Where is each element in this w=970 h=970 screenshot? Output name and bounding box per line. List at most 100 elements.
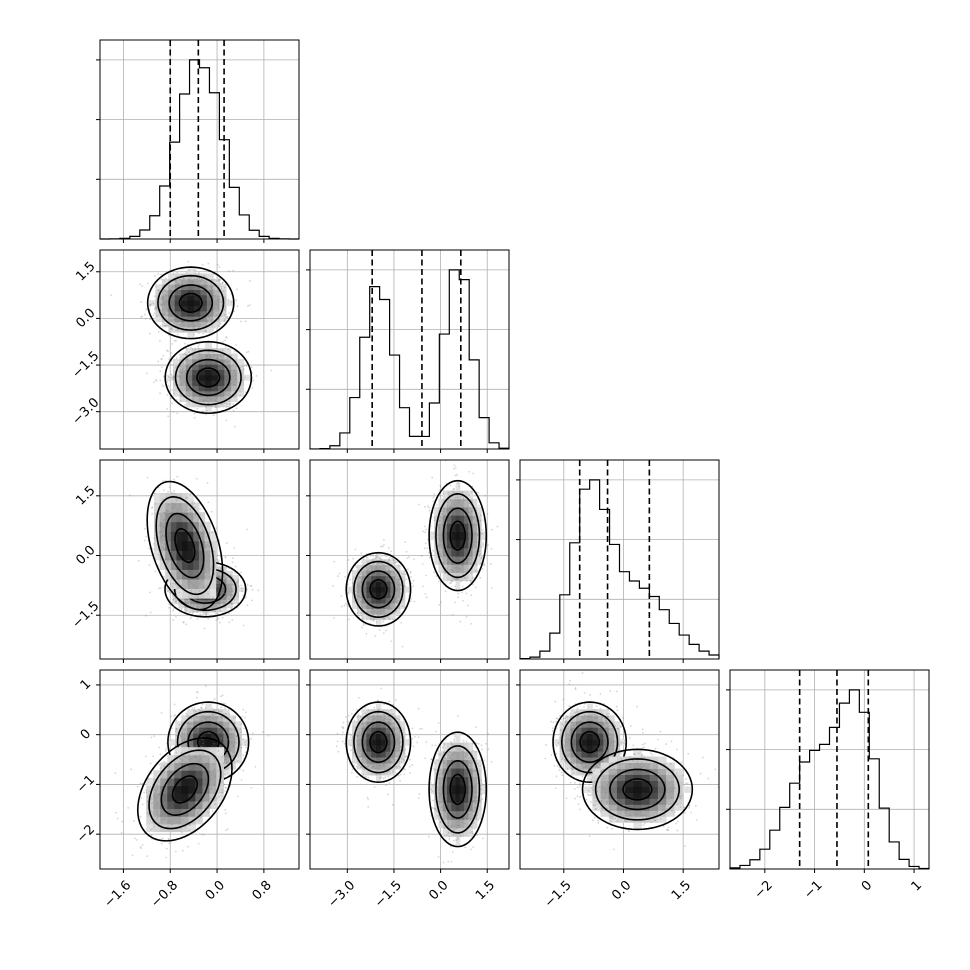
density-cell bbox=[153, 540, 161, 551]
sample-point bbox=[213, 757, 216, 760]
sample-point bbox=[358, 752, 361, 754]
sample-point bbox=[223, 707, 226, 710]
sample-point bbox=[382, 719, 385, 721]
sample-point bbox=[193, 610, 196, 613]
density-cell bbox=[438, 759, 444, 769]
density-cell bbox=[442, 506, 448, 516]
sample-point bbox=[187, 326, 190, 329]
sample-point bbox=[373, 718, 375, 721]
sample-point bbox=[375, 554, 377, 557]
sample-point bbox=[215, 720, 217, 723]
density-cell bbox=[223, 727, 230, 734]
density-cell bbox=[169, 739, 176, 746]
sample-point bbox=[144, 755, 147, 758]
sample-point bbox=[196, 811, 199, 814]
sample-point bbox=[267, 734, 270, 737]
density-cell bbox=[179, 374, 187, 381]
sample-point bbox=[171, 329, 173, 331]
sample-point bbox=[353, 752, 355, 755]
sample-point bbox=[202, 332, 205, 335]
sample-point bbox=[446, 813, 449, 815]
density-cell bbox=[352, 575, 358, 582]
density-cell bbox=[217, 385, 225, 392]
density-cell bbox=[153, 808, 161, 817]
density-cell bbox=[592, 715, 599, 722]
sample-point bbox=[440, 601, 442, 604]
sample-point bbox=[468, 507, 471, 509]
density-cell bbox=[198, 531, 206, 542]
sample-point bbox=[605, 721, 607, 724]
sample-point bbox=[175, 279, 177, 282]
density-cell bbox=[361, 751, 367, 758]
sample-point bbox=[363, 728, 365, 731]
sample-point bbox=[619, 766, 622, 769]
density-cell bbox=[559, 739, 566, 746]
sample-point bbox=[173, 339, 176, 342]
density-cell bbox=[434, 515, 440, 524]
sample-point bbox=[186, 358, 189, 360]
sample-point bbox=[471, 812, 473, 815]
sample-point bbox=[226, 591, 228, 594]
sample-point bbox=[226, 729, 229, 732]
sample-point bbox=[442, 561, 445, 564]
density-cell bbox=[376, 570, 382, 577]
sample-point bbox=[643, 822, 646, 825]
sample-point bbox=[431, 744, 434, 747]
density-cell bbox=[649, 786, 659, 793]
density-cell bbox=[181, 816, 189, 825]
sample-point bbox=[438, 768, 441, 771]
density-cell bbox=[361, 757, 367, 764]
sample-point bbox=[563, 758, 566, 761]
sample-point bbox=[373, 764, 375, 767]
sample-point bbox=[232, 602, 234, 605]
density-cell bbox=[616, 780, 626, 787]
sample-point bbox=[167, 510, 170, 512]
sample-point bbox=[156, 787, 159, 790]
sample-point bbox=[227, 360, 229, 363]
sample-point bbox=[593, 708, 596, 711]
sample-point bbox=[209, 555, 211, 557]
density-cell bbox=[455, 819, 461, 829]
density-cell bbox=[187, 512, 194, 523]
sample-point bbox=[656, 811, 658, 814]
sample-point bbox=[205, 715, 208, 718]
sample-point bbox=[471, 803, 474, 805]
sample-point bbox=[242, 769, 245, 772]
sample-point bbox=[555, 717, 558, 720]
sample-point bbox=[355, 587, 358, 590]
sample-point bbox=[566, 720, 568, 723]
sample-point bbox=[453, 752, 455, 755]
density-cell bbox=[193, 715, 200, 722]
sample-point bbox=[471, 807, 474, 810]
sample-point bbox=[564, 759, 567, 762]
density-cell bbox=[153, 793, 161, 802]
sample-point bbox=[222, 598, 224, 600]
sample-point bbox=[236, 581, 239, 584]
sample-point bbox=[405, 755, 407, 758]
sample-point bbox=[215, 397, 218, 399]
sample-point bbox=[175, 339, 177, 342]
density-cell bbox=[376, 763, 382, 770]
sample-point bbox=[244, 716, 247, 719]
density-cell bbox=[366, 727, 372, 734]
sample-point bbox=[207, 402, 210, 405]
sample-point bbox=[638, 752, 640, 755]
sample-point bbox=[356, 598, 359, 601]
density-cell bbox=[226, 579, 233, 584]
sample-point bbox=[362, 601, 365, 604]
sample-point bbox=[224, 724, 226, 727]
density-cell bbox=[565, 745, 572, 752]
sample-point bbox=[171, 502, 174, 505]
sample-point bbox=[375, 565, 378, 568]
density-cell bbox=[376, 745, 382, 752]
density-cell bbox=[153, 493, 161, 504]
density-cell bbox=[451, 759, 457, 769]
density-cell bbox=[385, 751, 391, 758]
sample-point bbox=[195, 690, 198, 693]
density-cell bbox=[216, 785, 224, 794]
density-cell bbox=[468, 768, 474, 778]
sample-point bbox=[571, 729, 573, 732]
density-cell bbox=[168, 278, 176, 285]
contour-line bbox=[171, 775, 198, 804]
density-cell bbox=[399, 757, 406, 764]
